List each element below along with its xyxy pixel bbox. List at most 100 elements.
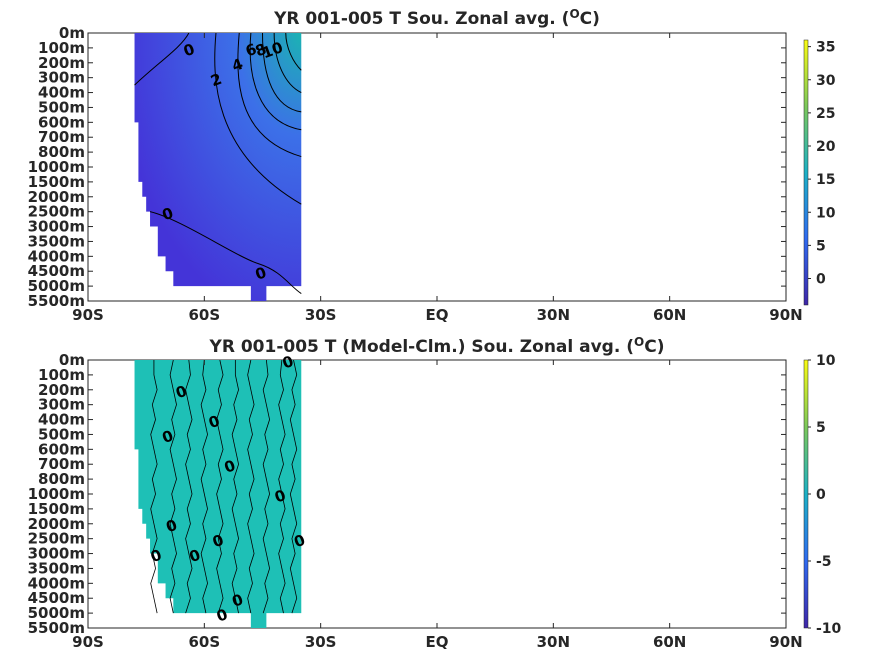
y-tick-label: 1000m xyxy=(28,485,85,503)
colorbar-tick-label: 0 xyxy=(816,272,826,288)
contour-line xyxy=(249,32,302,131)
contour-line xyxy=(237,32,302,158)
colorbar-tick-label: 0 xyxy=(816,487,826,503)
top-x-axis: 90S 60S 30S EQ 30N 60N 90N xyxy=(72,33,803,324)
y-tick-label: 300m xyxy=(38,69,85,87)
y-tick-label: 0m xyxy=(59,24,85,42)
panel-top: YR 001-005 T Sou. Zonal avg. (OC) 0m100m… xyxy=(28,7,836,324)
x-tick-label: 90N xyxy=(769,633,802,651)
y-tick-label: 5500m xyxy=(28,619,85,637)
y-tick-label: 4500m xyxy=(28,589,85,607)
y-tick-label: 500m xyxy=(38,98,85,116)
x-tick-label: 60N xyxy=(653,633,686,651)
x-tick-label: 60N xyxy=(653,306,686,324)
x-tick-label: 30N xyxy=(537,306,570,324)
colorbar-tick-label: 30 xyxy=(816,73,836,89)
colorbar-tick-label: 5 xyxy=(816,238,826,254)
y-tick-label: 0m xyxy=(59,351,85,369)
bottom-colorbar: 10 5 0 -5 -10 xyxy=(803,353,842,637)
colorbar-tick-label: 25 xyxy=(816,106,835,122)
y-tick-label: 600m xyxy=(38,113,85,131)
contour-line xyxy=(278,359,286,614)
x-tick-label: 30S xyxy=(305,633,337,651)
y-tick-label: 800m xyxy=(38,143,85,161)
y-tick-label: 100m xyxy=(38,366,85,384)
bottom-chart-title: YR 001-005 T (Model-Clm.) Sou. Zonal avg… xyxy=(209,335,665,357)
bottom-y-axis: 0m100m200m300m400m500m600m700m800m1000m1… xyxy=(28,351,786,637)
y-tick-label: 200m xyxy=(38,54,85,72)
y-tick-label: 4000m xyxy=(28,574,85,592)
bottom-x-axis: 90S 60S 30S EQ 30N 60N 90N xyxy=(72,360,803,651)
y-tick-label: 2000m xyxy=(28,515,85,533)
y-tick-label: 100m xyxy=(38,39,85,57)
top-field xyxy=(134,32,302,301)
colorbar-tick-label: 15 xyxy=(816,172,835,188)
y-tick-label: 2500m xyxy=(28,530,85,548)
y-tick-label: 5500m xyxy=(28,292,85,310)
x-tick-label: 60S xyxy=(188,306,220,324)
x-tick-label: 90N xyxy=(769,306,802,324)
y-tick-label: 2000m xyxy=(28,188,85,206)
contour-line xyxy=(200,359,208,614)
y-tick-label: 5000m xyxy=(28,604,85,622)
contour-line xyxy=(185,359,193,614)
colorbar-tick-label: 10 xyxy=(816,353,836,369)
contour-line xyxy=(169,359,177,614)
y-tick-label: 700m xyxy=(38,455,85,473)
panel-bottom: YR 001-005 T (Model-Clm.) Sou. Zonal avg… xyxy=(28,335,842,651)
colorbar-tick-label: 10 xyxy=(816,205,836,221)
x-tick-label: 90S xyxy=(72,633,104,651)
y-tick-label: 4500m xyxy=(28,262,85,280)
x-tick-label: 30S xyxy=(305,306,337,324)
top-chart-title: YR 001-005 T Sou. Zonal avg. (OC) xyxy=(273,7,600,29)
y-tick-label: 1500m xyxy=(28,173,85,191)
top-colorbar: 35 30 25 20 15 10 5 0 xyxy=(803,39,836,306)
x-tick-label: 90S xyxy=(72,306,104,324)
contour-line xyxy=(273,32,302,94)
y-tick-label: 500m xyxy=(38,425,85,443)
x-tick-label: EQ xyxy=(426,306,449,324)
y-tick-label: 200m xyxy=(38,381,85,399)
y-tick-label: 800m xyxy=(38,470,85,488)
y-tick-label: 400m xyxy=(38,84,85,102)
x-tick-label: 60S xyxy=(188,633,220,651)
contour-line xyxy=(262,359,270,614)
top-y-axis: 0m100m200m300m400m500m600m700m800m1000m1… xyxy=(28,24,786,310)
y-tick-label: 3000m xyxy=(28,218,85,236)
colorbar-tick-label: 20 xyxy=(816,139,836,155)
x-tick-label: 30N xyxy=(537,633,570,651)
contour-line xyxy=(150,360,158,614)
contour-line xyxy=(149,211,302,294)
contour-line xyxy=(247,359,255,614)
y-tick-label: 1500m xyxy=(28,500,85,518)
y-tick-label: 5000m xyxy=(28,277,85,295)
colorbar-tick-label: -10 xyxy=(816,621,842,637)
colorbar-tick-label: 35 xyxy=(816,40,835,56)
contour-line xyxy=(285,32,302,71)
contour-line xyxy=(214,32,302,205)
x-tick-label: EQ xyxy=(426,633,449,651)
contour-line xyxy=(262,32,302,113)
contour-line xyxy=(289,359,298,614)
contour-line xyxy=(134,32,190,86)
y-tick-label: 400m xyxy=(38,411,85,429)
y-tick-label: 700m xyxy=(38,128,85,146)
y-tick-label: 4000m xyxy=(28,247,85,265)
y-tick-label: 3500m xyxy=(28,559,85,577)
y-tick-label: 3000m xyxy=(28,545,85,563)
data-region xyxy=(134,33,302,301)
colorbar-gradient xyxy=(803,39,809,306)
y-tick-label: 1000m xyxy=(28,158,85,176)
contour-line xyxy=(216,359,224,614)
y-tick-label: 3500m xyxy=(28,232,85,250)
y-tick-label: 300m xyxy=(38,396,85,414)
contour-line xyxy=(231,360,239,614)
colorbar-tick-label: 5 xyxy=(816,420,826,436)
data-region xyxy=(134,360,302,628)
colorbar-tick-label: -5 xyxy=(816,554,832,570)
colorbar-gradient xyxy=(803,359,809,629)
y-tick-label: 2500m xyxy=(28,203,85,221)
y-tick-label: 600m xyxy=(38,440,85,458)
bottom-field xyxy=(134,359,302,628)
